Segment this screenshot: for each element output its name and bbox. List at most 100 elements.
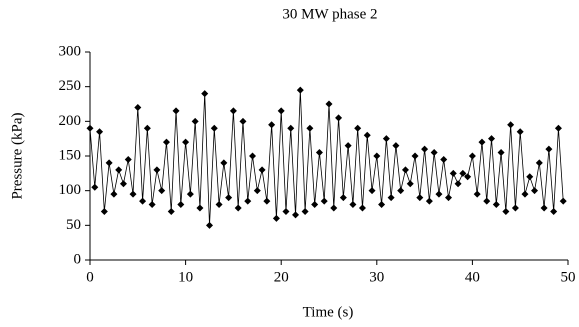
marker	[315, 149, 323, 157]
marker	[119, 180, 127, 188]
marker	[225, 194, 233, 202]
marker	[550, 207, 558, 215]
marker	[258, 166, 266, 174]
marker	[86, 124, 94, 132]
x-tick-label: 50	[561, 269, 576, 285]
marker	[186, 190, 194, 198]
marker	[306, 124, 314, 132]
marker	[172, 107, 180, 115]
marker	[511, 204, 519, 212]
marker	[124, 155, 132, 163]
marker	[516, 128, 524, 136]
marker	[191, 117, 199, 125]
marker	[210, 124, 218, 132]
marker	[507, 121, 515, 129]
marker	[268, 121, 276, 129]
marker	[134, 103, 142, 111]
marker	[497, 149, 505, 157]
marker	[464, 173, 472, 181]
marker	[382, 135, 390, 143]
marker	[406, 180, 414, 188]
marker	[430, 149, 438, 157]
marker	[301, 207, 309, 215]
marker	[373, 152, 381, 160]
marker	[401, 166, 409, 174]
marker	[292, 211, 300, 219]
marker	[349, 201, 357, 209]
marker	[320, 197, 328, 205]
x-tick-label: 0	[86, 269, 94, 285]
marker	[492, 201, 500, 209]
marker	[354, 124, 362, 132]
marker	[229, 107, 237, 115]
marker	[143, 124, 151, 132]
marker	[282, 207, 290, 215]
marker	[478, 138, 486, 146]
x-tick-label: 10	[178, 269, 193, 285]
marker	[244, 197, 252, 205]
marker	[177, 201, 185, 209]
marker	[311, 201, 319, 209]
marker	[459, 169, 467, 177]
marker	[488, 135, 496, 143]
marker	[129, 190, 137, 198]
marker	[206, 221, 213, 229]
marker	[378, 201, 386, 209]
marker	[368, 187, 376, 195]
marker	[540, 204, 548, 212]
y-tick-label: 300	[59, 43, 82, 59]
x-axis-label: Time (s)	[303, 304, 354, 320]
marker	[435, 190, 443, 198]
marker	[473, 190, 481, 198]
marker	[416, 194, 424, 202]
marker	[344, 142, 352, 150]
marker	[454, 180, 462, 188]
marker	[249, 152, 257, 160]
marker	[253, 187, 261, 195]
marker	[182, 138, 190, 146]
marker	[272, 214, 280, 222]
marker	[196, 204, 204, 212]
marker	[397, 187, 405, 195]
y-tick-label: 150	[59, 147, 82, 163]
marker	[263, 197, 271, 205]
marker	[559, 197, 567, 205]
marker	[526, 173, 534, 181]
marker	[363, 131, 371, 139]
marker	[425, 197, 433, 205]
marker	[325, 100, 333, 108]
chart-title: 30 MW phase 2	[282, 6, 377, 22]
marker	[468, 152, 476, 160]
marker	[96, 128, 104, 136]
marker	[167, 207, 175, 215]
marker	[277, 107, 285, 115]
marker	[387, 194, 395, 202]
marker	[554, 124, 562, 132]
line	[89, 90, 564, 226]
marker	[148, 201, 156, 209]
marker	[296, 86, 304, 94]
marker	[139, 197, 147, 205]
marker	[162, 138, 170, 146]
marker	[411, 152, 419, 160]
marker	[110, 190, 118, 198]
marker	[335, 114, 343, 122]
y-tick-label: 100	[59, 182, 82, 198]
y-tick-label: 0	[74, 251, 82, 267]
marker	[521, 190, 529, 198]
marker	[115, 166, 123, 174]
marker	[545, 145, 553, 153]
marker	[531, 187, 539, 195]
y-tick-label: 50	[66, 217, 81, 233]
marker	[330, 204, 338, 212]
marker	[449, 169, 457, 177]
marker	[502, 207, 510, 215]
marker	[100, 207, 108, 215]
marker	[535, 159, 543, 167]
marker	[158, 187, 166, 195]
marker	[483, 197, 491, 205]
marker	[339, 194, 347, 202]
marker	[234, 204, 242, 212]
x-tick-label: 40	[465, 269, 480, 285]
